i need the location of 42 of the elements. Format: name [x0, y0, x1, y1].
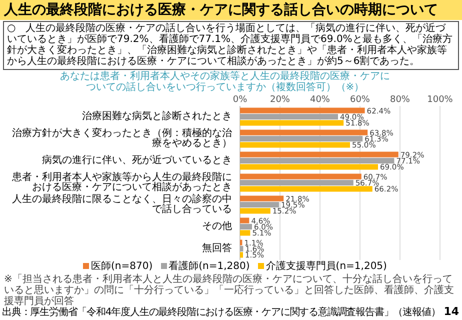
bar [240, 120, 344, 126]
x-tick-label: 20% [270, 95, 290, 105]
bar [240, 174, 362, 180]
y-tick-label: 無回答 [201, 243, 232, 254]
y-tick-label: 病気の進行に伴い、死が近づいているとき [41, 155, 232, 166]
bar [240, 114, 338, 120]
legend-label: 看護師(n=1,280) [168, 261, 250, 272]
chart-subtitle: あなたは患者・利用者本人やその家族等と人生の最終段階の医療・ケアについての話し合いをいつ行っていますか（複数回答可）（※） [60, 71, 390, 93]
text: 14 [444, 305, 459, 318]
bar [240, 246, 244, 252]
bar [240, 186, 372, 192]
y-tick-label: その他 [201, 221, 232, 232]
bar [240, 208, 270, 214]
x-tick-label: 100% [427, 95, 454, 105]
x-tick-label: 0% [232, 95, 248, 105]
bar [240, 230, 250, 236]
text: ※「担当される患者・利用者本人と人生の最終段階の医療・ケアについて、十分な話し合いを行っていると思いますか」の問に「十分行っている」「一応行っている」と回答した医師、看護師、介護支援専門員が回答 [4, 274, 454, 307]
x-tick-label: 40% [310, 95, 330, 105]
y-tick-label: 患者・利用者本人や家族等から人生の最終段階における医療・ケアについて相談があったとき [11, 172, 232, 193]
bar [240, 108, 365, 114]
bar [240, 218, 250, 224]
bar [240, 152, 398, 158]
bar [240, 196, 284, 202]
text: ○ 人生の最終段階の医療・ケアの話し合いを行う場面としては、「病気の進行に伴い、死が近づいているとき」が医師で79.2%、看護師で77.1%、介護支援専門員で69.0%と最も多く、「治療方針が大きく変わったとき」、「治療困難な病気と診断されたとき」や「患者・利用者本人や家族等から人生の最終段階における医療・ケアについて相談があったとき」が約5～6割であった。 [3, 21, 459, 70]
bar [240, 136, 363, 142]
y-tick-label: 治療困難な病気と診断されたとき [81, 111, 232, 122]
source-note: 出典：厚生労働省「令和4年度人生の最終段階における医療・ケアに関する意識調査報告書」（速報値） [2, 307, 442, 319]
bar [240, 142, 350, 148]
bar [240, 202, 279, 208]
x-tick-label: 80% [390, 95, 410, 105]
bar [240, 224, 252, 230]
bar [240, 130, 368, 136]
legend-label: 医師(n=870) [91, 261, 153, 272]
chart-title: 人生の最終段階における医療・ケアに関する話し合いの時期について [0, 0, 462, 20]
y-tick-label: 人生の最終段階に限ることなく、日々の診察の中で話し合っている [11, 194, 232, 215]
bar [240, 158, 394, 164]
x-tick-label: 60% [350, 95, 370, 105]
legend-label: 介護支援専門員(n=1,205) [266, 261, 387, 272]
bar [240, 252, 243, 258]
bar [240, 180, 354, 186]
y-tick-label: 治療方針が大きく変わったとき（例：積極的な治療をやめるとき） [11, 128, 232, 149]
bar [240, 164, 378, 170]
